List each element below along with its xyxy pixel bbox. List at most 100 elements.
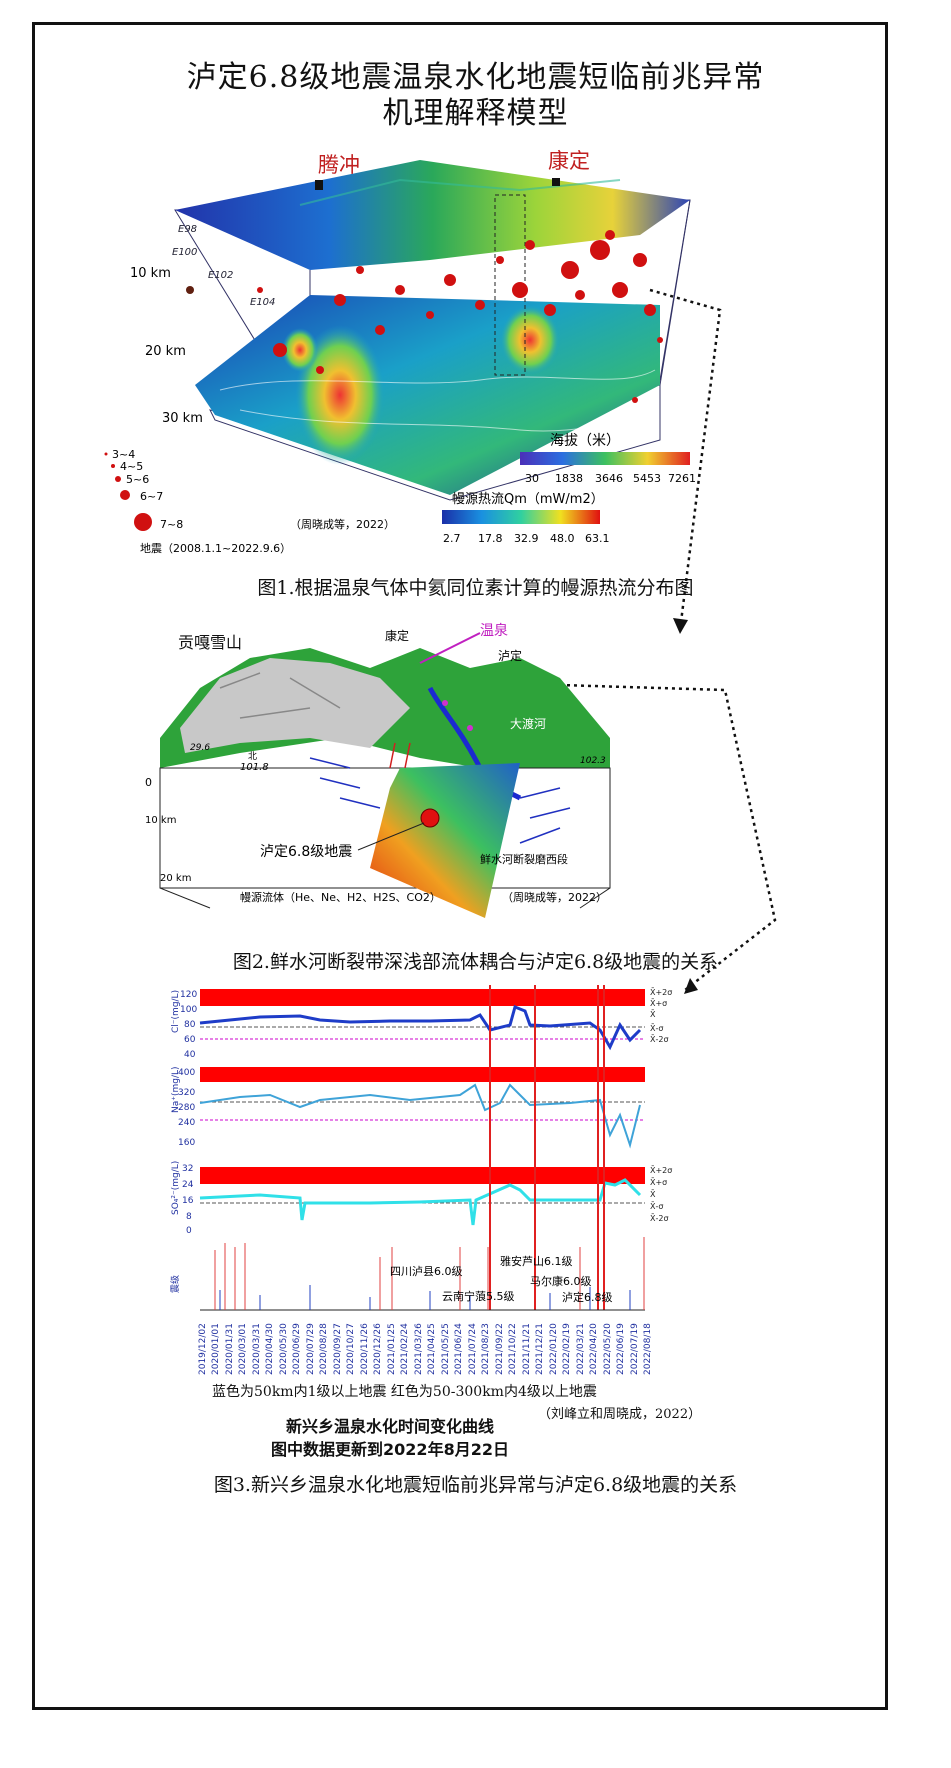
event-label: 雅安芦山6.1级	[500, 1254, 573, 1268]
heatflow-peak	[500, 305, 560, 375]
label-luding-quake: 泸定6.8级地震	[260, 844, 352, 860]
heatflow-colorbar	[442, 510, 600, 524]
mag-label: 震级	[170, 1275, 181, 1293]
date-tick: 2020/07/29	[305, 1323, 316, 1375]
date-tick: 2021/02/24	[400, 1323, 411, 1375]
fig3-update-note: 图中数据更新到2022年8月22日	[271, 1440, 509, 1459]
fig3-name: 新兴乡温泉水化时间变化曲线	[285, 1417, 494, 1436]
date-tick: 2020/01/31	[224, 1323, 235, 1375]
elev-tick: 7261	[668, 472, 696, 485]
date-tick: 2020/03/01	[238, 1323, 249, 1375]
y-tick: 60	[184, 1035, 196, 1045]
date-tick: 2020/12/26	[373, 1323, 384, 1375]
fig2-fault-model: 贡嘎雪山 康定 温泉 泸定 大渡河 0 101.8 102.3 29.6 北 1…	[145, 622, 611, 918]
y-label: Na⁺(mg/L)	[171, 1066, 181, 1113]
svg-text:X̄+2σ: X̄+2σ	[650, 1165, 672, 1175]
lon-label: E102	[208, 270, 233, 281]
elev-tick: 3646	[595, 472, 623, 485]
y-tick: 0	[186, 1226, 192, 1236]
anomaly-band	[200, 989, 645, 1006]
anomaly-band	[200, 1167, 645, 1184]
y-tick: 40	[184, 1050, 196, 1060]
heat-tick: 2.7	[443, 532, 461, 545]
zero-depth: 0	[145, 776, 152, 789]
svg-text:X̄: X̄	[650, 1009, 656, 1019]
label-dadu-river: 大渡河	[510, 716, 546, 731]
event-label: 马尔康6.0级	[530, 1274, 592, 1288]
quake-period: 地震（2008.1.1~2022.9.6）	[140, 542, 291, 555]
date-tick: 2021/03/26	[413, 1323, 424, 1375]
svg-text:X̄-σ: X̄-σ	[650, 1023, 663, 1033]
elev-tick: 30	[525, 472, 539, 485]
svg-text:X̄-2σ: X̄-2σ	[650, 1034, 669, 1044]
label-tengchong: 腾冲	[318, 153, 360, 177]
date-tick: 2021/05/25	[440, 1323, 451, 1375]
kangding-marker	[552, 178, 560, 186]
date-tick: 2022/04/20	[589, 1323, 600, 1375]
fig3-caption: 图3.新兴乡温泉水化地震短临前兆异常与泸定6.8级地震的关系	[213, 1474, 738, 1496]
label-fault: 鲜水河断裂磨西段	[480, 852, 568, 866]
y-tick: 280	[178, 1103, 195, 1113]
date-tick: 2021/06/24	[454, 1323, 465, 1375]
date-tick: 2022/05/20	[602, 1323, 613, 1375]
tengchong-marker	[315, 180, 323, 190]
page-title: 泸定6.8级地震温泉水化地震短临前兆异常	[186, 60, 765, 95]
lon-label: E98	[178, 224, 197, 235]
stress-arrows	[309, 757, 571, 844]
date-tick: 2021/08/23	[481, 1323, 492, 1375]
na-series	[199, 1083, 641, 1149]
y-label: SO₄²⁻(mg/L)	[171, 1161, 181, 1215]
depth-label: 30 km	[162, 411, 203, 426]
date-tick: 2022/08/18	[643, 1323, 653, 1375]
y-tick: 100	[180, 1005, 197, 1015]
y-tick: 80	[184, 1020, 196, 1030]
date-tick: 2021/10/22	[508, 1323, 519, 1375]
topography-surface	[175, 160, 690, 270]
date-tick: 2020/03/31	[251, 1323, 262, 1375]
magnitude-legend: 3~4 4~5 5~6 6~7 7~8	[104, 448, 183, 531]
seismicity-bars	[219, 1285, 631, 1310]
svg-text:X̄-2σ: X̄-2σ	[650, 1213, 669, 1223]
date-tick: 2022/01/20	[548, 1323, 559, 1375]
depth-label: 10 km	[130, 266, 171, 281]
svg-text:5~6: 5~6	[126, 473, 149, 486]
fig1-caption: 图1.根据温泉气体中氦同位素计算的幔源热流分布图	[257, 577, 694, 599]
y-tick: 8	[186, 1212, 192, 1222]
date-tick: 2021/07/24	[467, 1323, 478, 1375]
date-tick: 2020/10/27	[346, 1323, 357, 1375]
y-tick: 320	[178, 1088, 195, 1098]
fig1-credit: （周晓成等，2022）	[290, 517, 395, 531]
heat-tick: 17.8	[478, 532, 503, 545]
svg-text:X̄-σ: X̄-σ	[650, 1201, 663, 1211]
lon-label: E100	[172, 247, 197, 258]
date-tick: 2020/04/30	[265, 1323, 276, 1375]
event-label: 泸定6.8级	[562, 1290, 613, 1304]
lon-label-b: 102.3	[580, 756, 606, 766]
heatflow-peak	[282, 328, 318, 372]
fig2-caption: 图2.鲜水河断裂带深浅部流体耦合与泸定6.8级地震的关系	[232, 951, 719, 973]
svg-text:7~8: 7~8	[160, 518, 183, 531]
y-label: Cl⁻(mg/L)	[171, 990, 181, 1033]
fig2-credit: （周晓成等，2022）	[502, 890, 607, 904]
elevation-title: 海拔（米）	[550, 433, 620, 449]
date-tick: 2020/05/30	[278, 1323, 289, 1375]
elev-tick: 5453	[633, 472, 661, 485]
fault-plane	[370, 763, 520, 918]
date-tick: 2020/01/01	[211, 1323, 222, 1375]
label-kangding: 康定	[385, 628, 409, 643]
date-tick: 2021/12/21	[535, 1323, 546, 1375]
so4-series	[199, 1178, 642, 1226]
heat-tick: 32.9	[514, 532, 539, 545]
svg-text:X̄+σ: X̄+σ	[650, 998, 667, 1008]
label-luding: 泸定	[498, 648, 522, 663]
heatflow-peak	[295, 325, 385, 465]
heat-tick: 63.1	[585, 532, 610, 545]
event-label: 云南宁蒗5.5级	[442, 1289, 515, 1303]
svg-text:X̄+σ: X̄+σ	[650, 1177, 667, 1187]
date-tick: 2021/11/21	[521, 1323, 532, 1375]
date-tick: 2019/12/02	[198, 1323, 208, 1375]
svg-text:X̄+2σ: X̄+2σ	[650, 987, 672, 997]
earthquake-spheres	[186, 230, 663, 403]
svg-text:3~4: 3~4	[112, 448, 135, 461]
